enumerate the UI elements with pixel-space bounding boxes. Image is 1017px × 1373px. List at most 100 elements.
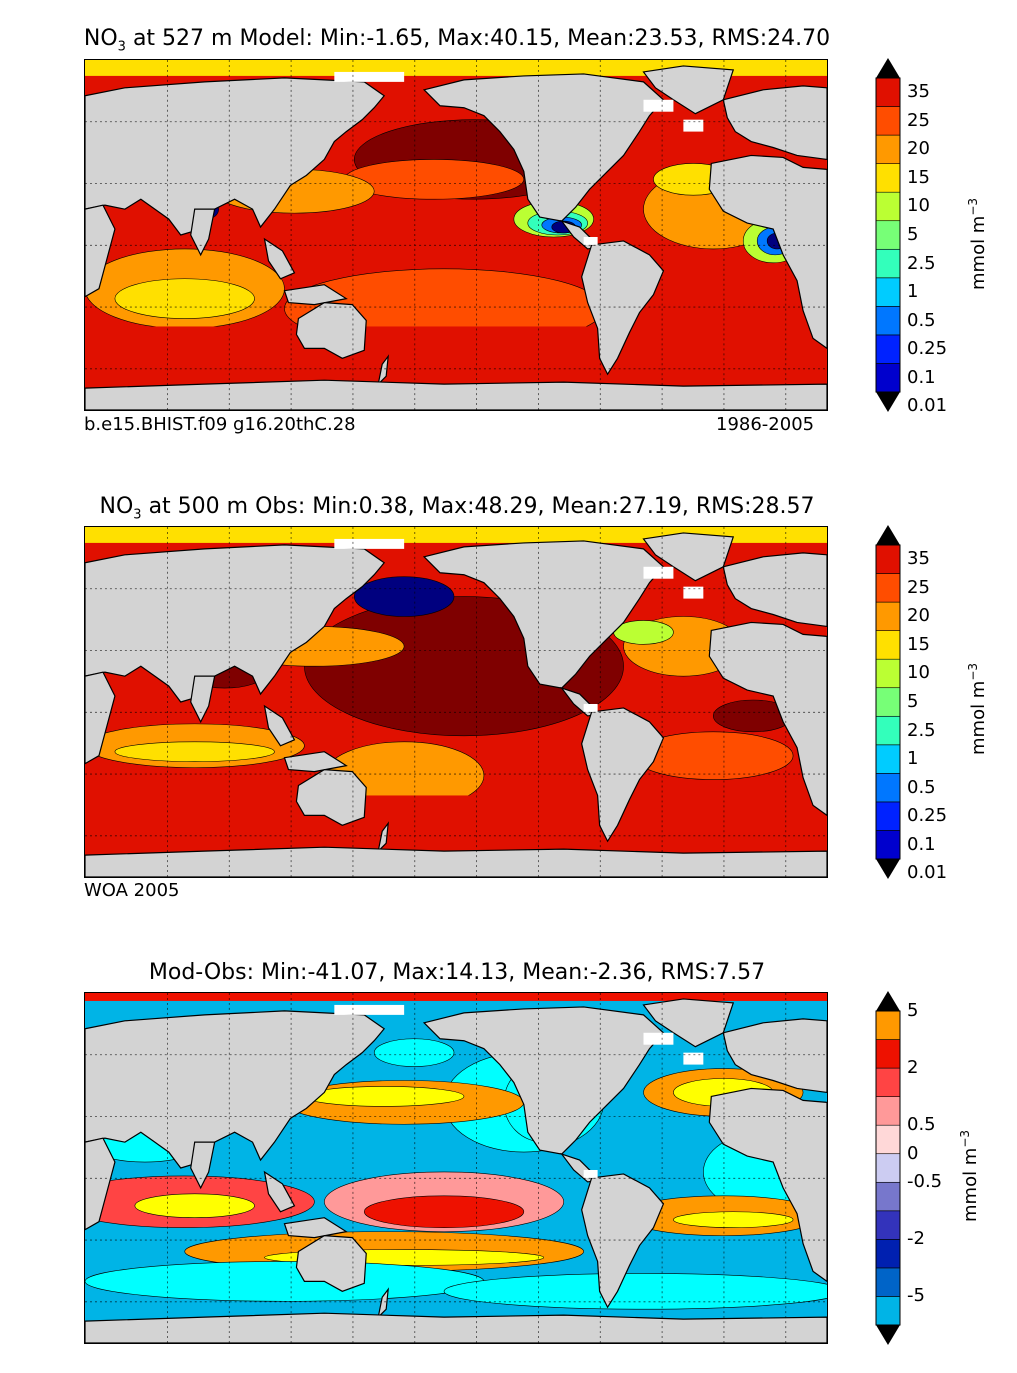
missing-patch-1 <box>643 566 674 579</box>
colorbar-tick: 1 <box>907 748 919 770</box>
gridlines <box>85 993 827 1343</box>
land-4 <box>283 751 348 773</box>
missing-patch-1 <box>643 99 674 112</box>
land-7 <box>642 65 735 115</box>
missing-patch-2 <box>683 1052 704 1065</box>
colorbar-tick: 0.01 <box>907 862 948 884</box>
colorbar-swatch-3 <box>875 1239 901 1269</box>
land-8 <box>422 73 665 222</box>
land-3 <box>263 1170 296 1213</box>
field-region-18 <box>85 326 827 391</box>
colorbar-tick: 15 <box>907 633 930 655</box>
colorbar-tick: 2.5 <box>907 719 936 741</box>
field-region-8 <box>134 1193 255 1219</box>
gridlines <box>85 60 827 410</box>
field-region-12 <box>85 527 827 543</box>
colorbar-swatch-4 <box>875 1210 901 1240</box>
land-0 <box>85 1010 386 1169</box>
field-region-18 <box>85 1261 485 1302</box>
field-region-17 <box>673 1211 794 1228</box>
missing-patch-3 <box>583 1169 598 1178</box>
colorbar-swatch-7 <box>875 191 901 222</box>
field-region-4 <box>304 1086 465 1107</box>
panel-title-model: NO3 at 527 m Model: Min:-1.65, Max:40.15… <box>83 26 831 55</box>
missing-data <box>334 1004 704 1178</box>
land-12 <box>722 85 827 161</box>
land-11 <box>708 621 827 817</box>
land-13 <box>85 846 827 877</box>
colorbar-tick: 20 <box>907 605 930 627</box>
colorbar-frame <box>875 77 901 393</box>
missing-patch-3 <box>583 236 598 245</box>
land-2 <box>190 208 216 257</box>
land-0 <box>85 77 386 236</box>
missing-patch-0 <box>334 71 405 82</box>
land-mask <box>85 532 827 877</box>
colorbar-tick: 2.5 <box>907 252 936 274</box>
colorbar-tick: 1 <box>907 281 919 303</box>
missing-data <box>334 71 704 245</box>
missing-patch-3 <box>583 703 598 712</box>
colorbar-extend-min <box>876 859 900 879</box>
missing-patch-0 <box>334 538 405 549</box>
gridlines <box>85 527 827 877</box>
colorbar-tick: -0.5 <box>907 1171 943 1193</box>
missing-patch-0 <box>334 1004 405 1015</box>
panel-obs: NO3 at 500 m Obs: Min:0.38, Max:48.29, M… <box>84 494 989 901</box>
colorbar-tick: -5 <box>907 1285 925 1307</box>
land-6 <box>377 821 389 853</box>
missing-patch-2 <box>683 119 704 132</box>
land-7 <box>642 532 735 582</box>
colorbar-tick: 5 <box>907 224 919 245</box>
colorbar-tick: 35 <box>907 548 930 570</box>
colorbar-extend-max <box>876 58 900 78</box>
colorbar-swatch-2 <box>875 334 901 364</box>
colorbar-tick: 0.5 <box>907 309 936 331</box>
map-svg-obs <box>85 527 827 877</box>
colorbar-tick: 25 <box>907 109 930 131</box>
panel-title-obs: NO3 at 500 m Obs: Min:0.38, Max:48.29, M… <box>99 494 815 523</box>
map-svg-diff <box>85 993 827 1343</box>
land-4 <box>283 284 348 306</box>
land-11 <box>708 154 827 350</box>
field-region-5 <box>373 1038 455 1067</box>
field-region-2 <box>353 576 455 617</box>
colorbar-tick: 10 <box>907 195 930 217</box>
land-11 <box>708 1087 827 1283</box>
ocean-field <box>85 60 827 410</box>
map-obs <box>84 526 828 878</box>
colorbar-swatch-9 <box>875 601 901 631</box>
colorbar-extend-min <box>876 392 900 412</box>
colorbar-frame <box>875 1010 901 1326</box>
land-1 <box>85 204 116 298</box>
map-model <box>84 59 828 411</box>
colorbar-tick: 0 <box>907 1142 919 1164</box>
colorbar-swatch-10 <box>875 1039 901 1069</box>
field-region-13 <box>85 795 827 858</box>
colorbar-swatch-8 <box>875 1096 901 1126</box>
land-13 <box>85 379 827 410</box>
colorbar-tick: 0.1 <box>907 366 936 388</box>
land-mask <box>85 998 827 1343</box>
colorbar-tick: 10 <box>907 662 930 684</box>
missing-patch-2 <box>683 586 704 599</box>
land-0 <box>85 544 386 703</box>
colorbar-tick: 0.5 <box>907 776 936 798</box>
colorbar-obs <box>875 525 901 879</box>
map-diff <box>84 992 828 1344</box>
colorbar-extend-max <box>876 525 900 545</box>
land-8 <box>422 1006 665 1155</box>
colorbar-tick: 15 <box>907 166 930 188</box>
colorbar-swatch-7 <box>875 1124 901 1155</box>
panel-model: NO3 at 527 m Model: Min:-1.65, Max:40.15… <box>0 0 1017 460</box>
land-6 <box>377 354 389 386</box>
field-region-20 <box>85 993 827 1001</box>
land-13 <box>85 1312 827 1343</box>
missing-patch-1 <box>643 1032 674 1045</box>
land-mask <box>85 65 827 410</box>
colorbar-swatch-4 <box>875 277 901 307</box>
land-6 <box>377 1287 389 1319</box>
colorbar-swatch-6 <box>875 1153 901 1183</box>
land-12 <box>722 1018 827 1094</box>
